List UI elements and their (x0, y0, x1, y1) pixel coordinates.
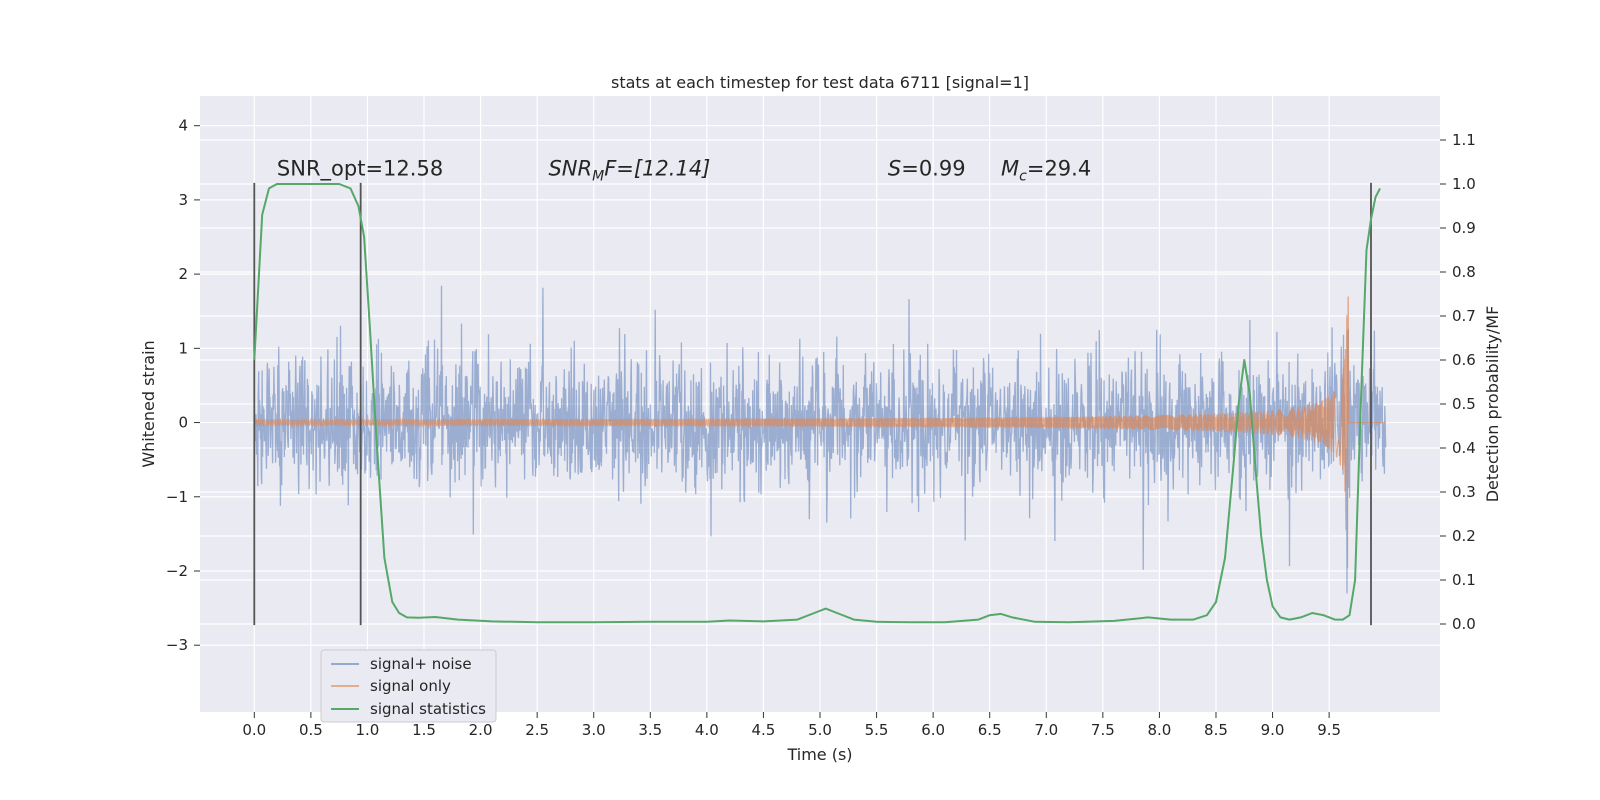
x-axis-label: Time (s) (786, 745, 852, 764)
x-tick-label: 1.5 (412, 721, 436, 739)
y-axis-left-ticks: −3 −2 −1 0 1 2 3 4 (166, 117, 200, 654)
stats-series (253, 183, 1381, 624)
x-tick-label: 9.5 (1317, 721, 1341, 739)
y-axis-right-ticks: 0.0 0.1 0.2 0.3 0.4 0.5 0.6 0.7 0.8 0.9 1.0 1.1 (1440, 131, 1476, 633)
annotation: SNRMF=[12.14] (548, 156, 710, 184)
y-right-tick-label: 0.6 (1452, 351, 1476, 369)
x-tick-label: 4.0 (695, 721, 719, 739)
y-left-tick-label: −3 (166, 636, 188, 654)
x-tick-label: 1.0 (356, 721, 380, 739)
annotation-rest: =29.4 (1027, 156, 1091, 180)
x-tick-label: 6.5 (978, 721, 1002, 739)
annotation-main: M (1001, 156, 1019, 180)
annotation-sub: c (1019, 168, 1027, 184)
x-tick-label: 2.5 (525, 721, 549, 739)
annotation-main: SNR (548, 156, 592, 180)
legend-box (320, 649, 497, 723)
annotation-sub: M (592, 168, 604, 184)
y-right-tick-label: 0.8 (1452, 263, 1476, 281)
y-right-tick-label: 0.9 (1452, 219, 1476, 237)
grid (200, 96, 1440, 712)
legend-label-signal: signal only (370, 677, 451, 695)
y-right-tick-label: 1.1 (1452, 131, 1476, 149)
y-left-tick-label: 4 (178, 117, 188, 135)
y-axis-left-label: Whitened strain (139, 340, 158, 467)
x-tick-label: 9.0 (1261, 721, 1285, 739)
signal-line (253, 296, 1386, 569)
annotation: SNR_opt=12.58 (277, 156, 443, 181)
y-axis-right-label: Detection probability/MF (1483, 306, 1502, 503)
annotation: Mc=29.4 (1001, 156, 1091, 184)
annotation-rest: F=[12.14] (604, 156, 710, 180)
annotation: S=0.99 (888, 156, 966, 180)
legend-label-noise: signal+ noise (370, 655, 472, 673)
x-tick-label: 4.5 (752, 721, 776, 739)
x-tick-label: 7.0 (1034, 721, 1058, 739)
x-tick-label: 0.0 (242, 721, 266, 739)
annotation-main: S (888, 156, 901, 180)
x-tick-label: 8.5 (1204, 721, 1228, 739)
x-tick-label: 6.0 (921, 721, 945, 739)
y-left-tick-label: 2 (178, 265, 188, 283)
x-axis-ticks: 0.0 0.5 1.0 1.5 2.0 2.5 3.0 3.5 4.0 4.5 5.0 5.5 6.0 6… (242, 712, 1341, 739)
y-left-tick-label: 3 (178, 191, 188, 209)
x-tick-label: 3.5 (638, 721, 662, 739)
x-tick-label: 3.0 (582, 721, 606, 739)
chart-title: stats at each timestep for test data 671… (611, 73, 1029, 92)
x-tick-label: 2.0 (469, 721, 493, 739)
annotations: SNR_opt=12.58 SNRMF=[12.14] S=0.99 Mc=29.4 (277, 156, 1091, 184)
y-right-tick-label: 0.0 (1452, 615, 1476, 633)
y-right-tick-label: 0.7 (1452, 307, 1476, 325)
signal-series (253, 296, 1386, 569)
legend-label-stats: signal statistics (370, 700, 486, 718)
y-right-tick-label: 0.3 (1452, 483, 1476, 501)
y-right-tick-label: 0.5 (1452, 395, 1476, 413)
y-left-tick-label: −2 (166, 562, 188, 580)
y-right-tick-label: 0.2 (1452, 527, 1476, 545)
annotation-main: SNR_opt=12.58 (277, 156, 443, 181)
vertical-markers (253, 182, 1372, 626)
x-tick-label: 5.5 (865, 721, 889, 739)
legend: signal+ noise signal only signal statist… (320, 649, 497, 723)
y-right-tick-label: 1.0 (1452, 175, 1476, 193)
y-left-tick-label: 1 (178, 339, 188, 357)
y-right-tick-label: 0.1 (1452, 571, 1476, 589)
y-left-tick-label: −1 (166, 488, 188, 506)
y-left-tick-label: 0 (178, 414, 188, 432)
x-tick-label: 8.0 (1147, 721, 1171, 739)
x-tick-label: 5.0 (808, 721, 832, 739)
x-tick-label: 0.5 (299, 721, 323, 739)
y-right-tick-label: 0.4 (1452, 439, 1476, 457)
stats-line (253, 183, 1381, 624)
annotation-rest: =0.99 (901, 156, 965, 180)
x-tick-label: 7.5 (1091, 721, 1115, 739)
